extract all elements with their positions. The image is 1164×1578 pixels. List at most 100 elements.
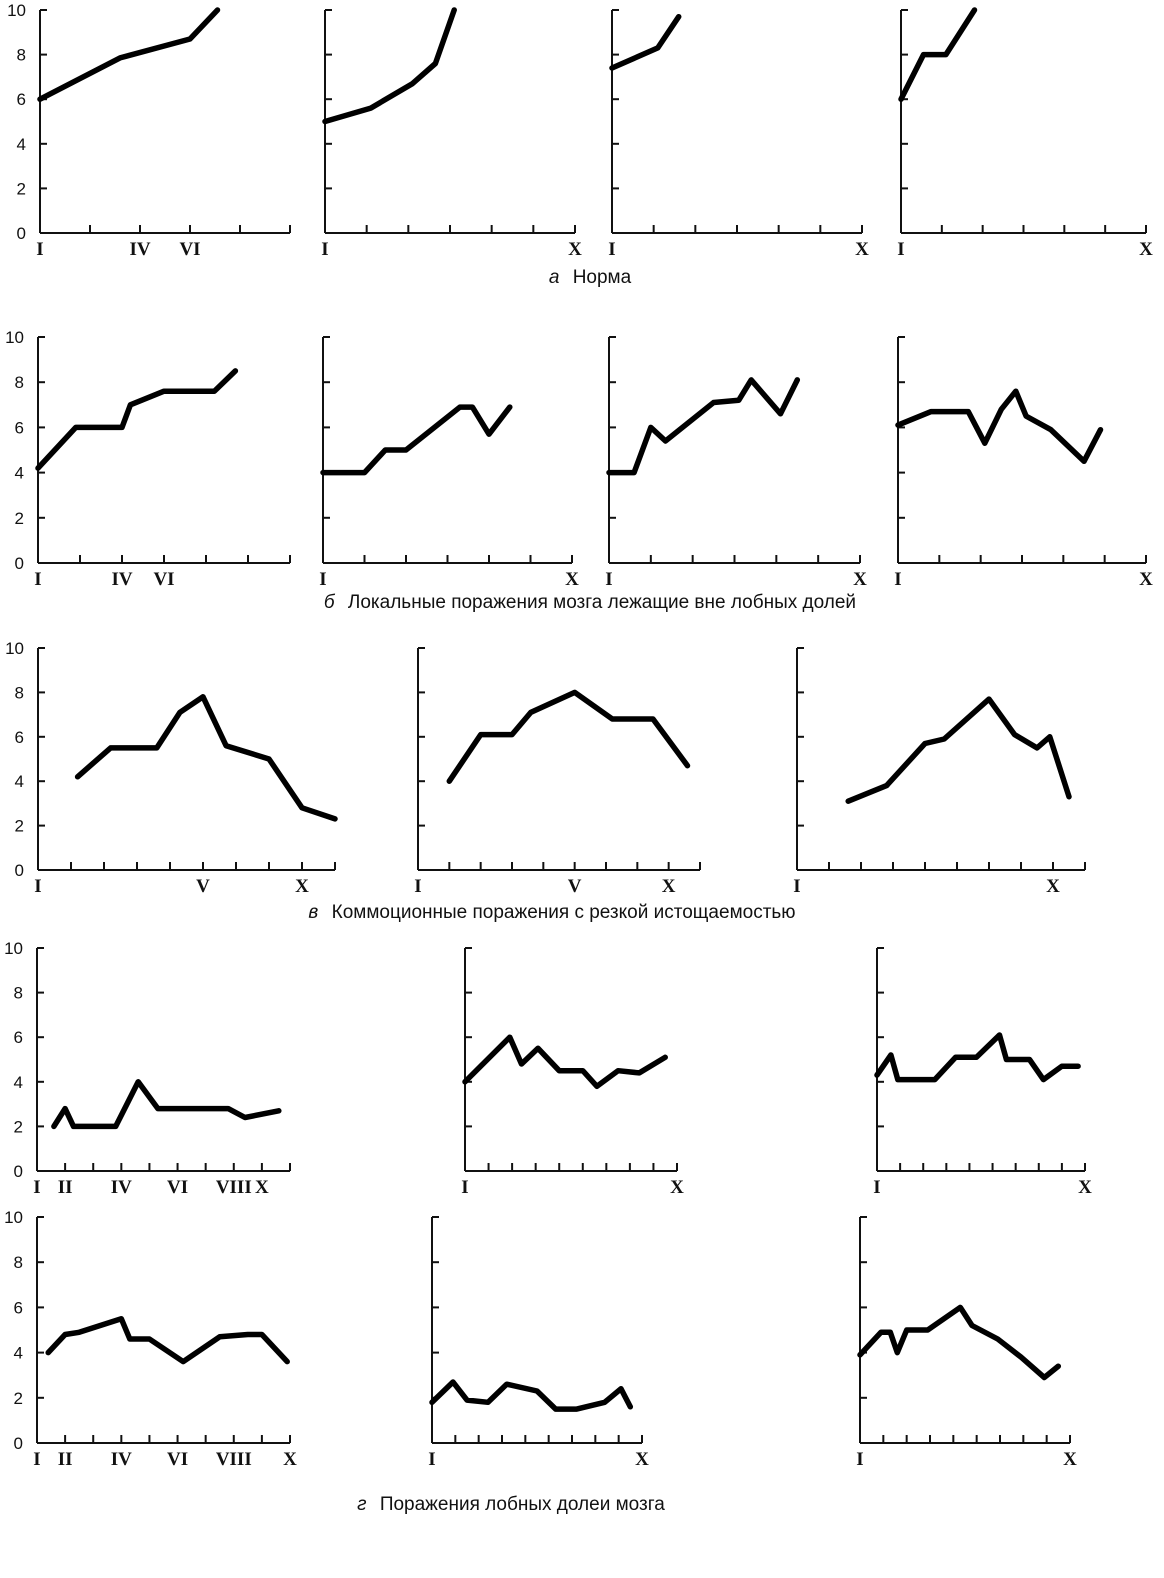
y-tick-label: 10 xyxy=(5,328,24,347)
series-line xyxy=(51,1079,282,1130)
x-tick-label: I xyxy=(897,239,904,260)
x-tick-label: VIII xyxy=(216,1177,252,1198)
x-tick-label: X xyxy=(635,1449,649,1470)
x-tick-label: I xyxy=(319,569,326,590)
x-tick-label: X xyxy=(1063,1449,1077,1470)
series-line xyxy=(35,368,239,471)
y-tick-label: 0 xyxy=(14,1162,23,1181)
chart-panel-b1: 0 2 4 6 8 10 I IV VI xyxy=(5,328,291,590)
series-line xyxy=(429,1379,634,1412)
x-tick-label: V xyxy=(568,876,582,897)
series-line xyxy=(895,388,1104,465)
y-tick-label: 4 xyxy=(14,1344,23,1363)
x-tick-label: VI xyxy=(167,1449,188,1470)
series-line xyxy=(320,404,513,476)
y-tick-label: 4 xyxy=(15,464,24,483)
x-tick-label: X xyxy=(1046,876,1060,897)
caption-b-letter: б xyxy=(324,592,336,613)
x-tick-label: X xyxy=(568,239,582,260)
y-tick-label: 4 xyxy=(17,135,26,154)
x-tick-label: I xyxy=(894,569,901,590)
y-tick-label: 10 xyxy=(4,1208,23,1227)
x-tick-label: I xyxy=(36,239,43,260)
x-tick-label: II xyxy=(58,1177,73,1198)
x-tick-label: X xyxy=(295,876,309,897)
series-line xyxy=(898,7,978,102)
y-tick-label: 2 xyxy=(17,179,26,198)
series-line xyxy=(845,696,1072,804)
x-tick-label: X xyxy=(670,1177,684,1198)
y-tick-label: 6 xyxy=(15,728,24,747)
y-tick-label: 8 xyxy=(14,984,23,1003)
y-tick-label: 0 xyxy=(15,861,24,880)
y-tick-label: 10 xyxy=(7,1,26,20)
y-tick-label: 10 xyxy=(4,939,23,958)
y-tick-label: 4 xyxy=(15,772,24,791)
series-line xyxy=(37,7,221,102)
x-tick-label: I xyxy=(608,239,615,260)
y-tick-label: 6 xyxy=(15,418,24,437)
x-tick-label: I xyxy=(33,1177,40,1198)
y-tick-label: 2 xyxy=(14,1389,23,1408)
y-tick-label: 0 xyxy=(17,224,26,243)
x-tick-label: VI xyxy=(153,569,174,590)
x-tick-label: V xyxy=(196,876,210,897)
caption-g: г Поражения лобных долеи мозга xyxy=(357,1494,665,1515)
x-tick-label: X xyxy=(565,569,579,590)
y-tick-label: 2 xyxy=(14,1117,23,1136)
x-tick-label: X xyxy=(855,239,869,260)
x-tick-label: IV xyxy=(111,1449,132,1470)
y-tick-label: 6 xyxy=(14,1298,23,1317)
caption-g-letter: г xyxy=(357,1494,366,1515)
x-tick-label: X xyxy=(1139,569,1153,590)
caption-b-text: Локальные поражения мозга лежащие вне ло… xyxy=(348,592,856,613)
series-line xyxy=(446,689,691,784)
series-line xyxy=(45,1315,290,1365)
figure-captions: а Норма б Локальные поражения мозга лежа… xyxy=(308,267,856,1515)
x-tick-label: VI xyxy=(179,239,200,260)
x-tick-label: I xyxy=(605,569,612,590)
caption-v: в Коммоционные поражения с резкой истоща… xyxy=(308,902,795,923)
x-tick-label: I xyxy=(461,1177,468,1198)
x-tick-label: X xyxy=(1139,239,1153,260)
series-line xyxy=(322,7,457,125)
x-tick-label: IV xyxy=(111,1177,132,1198)
y-tick-label: 10 xyxy=(5,639,24,658)
x-tick-label: X xyxy=(283,1449,297,1470)
y-tick-label: 8 xyxy=(15,373,24,392)
x-tick-label: I xyxy=(34,569,41,590)
series-line xyxy=(609,13,682,71)
y-tick-label: 6 xyxy=(17,90,26,109)
series-line xyxy=(74,694,338,822)
x-tick-label: I xyxy=(414,876,421,897)
y-tick-label: 8 xyxy=(14,1253,23,1272)
x-tick-label: I xyxy=(321,239,328,260)
x-tick-label: I xyxy=(793,876,800,897)
series-line xyxy=(606,377,801,476)
y-tick-label: 6 xyxy=(14,1028,23,1047)
x-tick-label: IV xyxy=(111,569,132,590)
caption-g-text: Поражения лобных долеи мозга xyxy=(380,1494,665,1515)
x-tick-label: II xyxy=(58,1449,73,1470)
y-tick-label: 0 xyxy=(15,554,24,573)
y-tick-label: 0 xyxy=(14,1434,23,1453)
x-tick-label: IV xyxy=(129,239,150,260)
x-tick-label: X xyxy=(662,876,676,897)
x-tick-label: I xyxy=(873,1177,880,1198)
caption-v-letter: в xyxy=(308,902,318,923)
x-tick-label: X xyxy=(853,569,867,590)
series-line xyxy=(462,1034,668,1090)
